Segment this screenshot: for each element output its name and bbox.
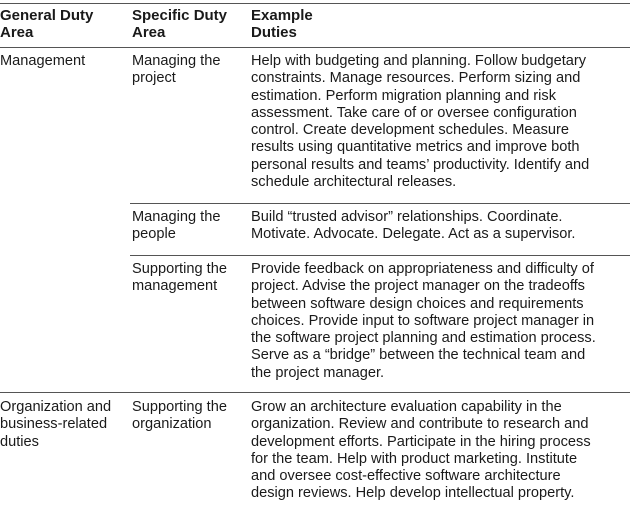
duties-supporting-organization: Grow an architecture evaluation capabili… [251, 399, 591, 502]
header-example-duties: Example Duties [251, 7, 313, 42]
table-top-rule [0, 3, 630, 4]
specific-duty-supporting-organization: Supporting the organization [132, 399, 227, 433]
row-separator [130, 255, 630, 256]
group-separator [0, 392, 630, 393]
specific-duty-managing-project: Managing the project [132, 53, 221, 87]
specific-duty-managing-people: Managing the people [132, 209, 221, 243]
duties-managing-people: Build “trusted advisor” relationships. C… [251, 209, 576, 243]
general-duty-management: Management [0, 53, 86, 69]
general-duty-organization: Organization and business-related duties [0, 399, 112, 450]
header-bottom-rule [0, 47, 630, 48]
header-specific-duty-area: Specific Duty Area [132, 7, 228, 42]
row-separator [130, 203, 630, 204]
duties-supporting-management: Provide feedback on appropriateness and … [251, 261, 596, 381]
duties-managing-project: Help with budgeting and planning. Follow… [251, 53, 590, 191]
specific-duty-supporting-management: Supporting the management [132, 261, 227, 295]
header-general-duty-area: General Duty Area [0, 7, 94, 42]
